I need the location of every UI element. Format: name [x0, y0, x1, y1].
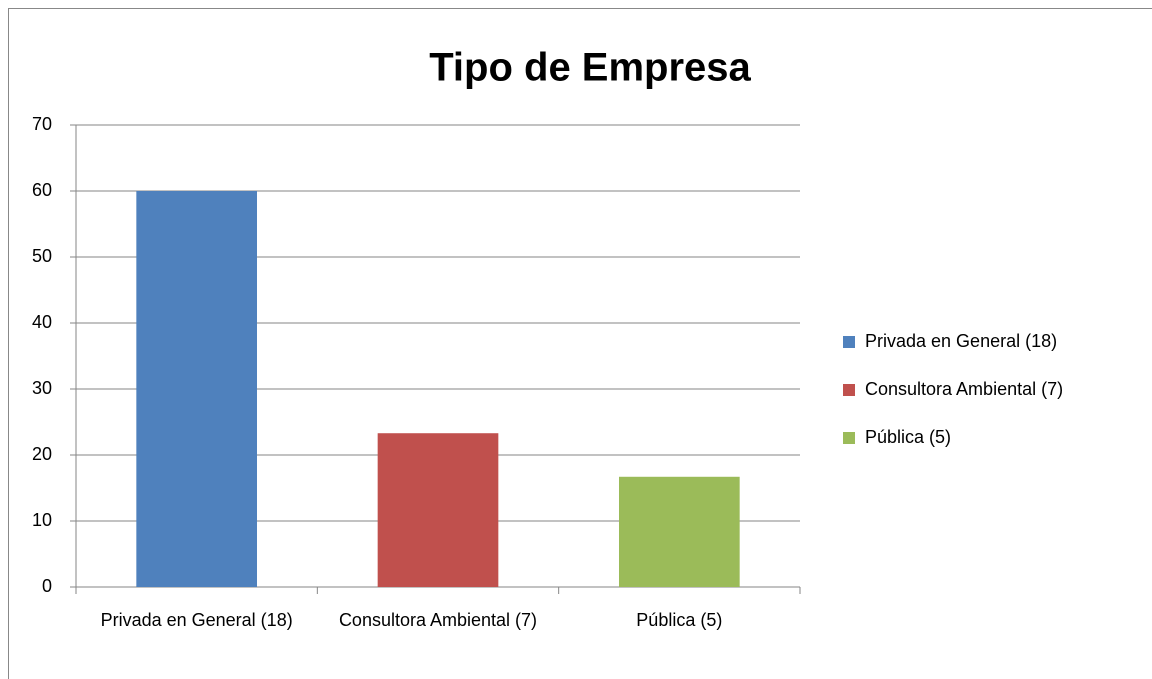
y-tick-label: 10: [32, 510, 52, 530]
x-tick-label: Consultora Ambiental (7): [338, 610, 538, 630]
chart-title: Tipo de Empresa: [429, 46, 751, 90]
bar: [377, 433, 499, 587]
legend-label: Consultora Ambiental (7): [865, 379, 1063, 399]
legend-swatch: [843, 336, 855, 348]
x-tick-label: Pública (5): [636, 610, 723, 630]
y-tick-label: 0: [42, 576, 52, 596]
legend-label: Pública (5): [865, 427, 951, 447]
y-tick-label: 60: [32, 180, 52, 200]
bar: [136, 191, 257, 587]
y-tick-label: 40: [32, 312, 52, 332]
bar: [619, 476, 740, 587]
y-tick-label: 30: [32, 378, 52, 398]
chart-border: [8, 8, 1152, 679]
legend-label: Privada en General (18): [865, 331, 1057, 351]
y-tick-label: 20: [32, 444, 52, 464]
y-tick-label: 50: [32, 246, 52, 266]
x-tick-label: Privada en General (18): [100, 610, 293, 630]
legend-swatch: [843, 432, 855, 444]
legend-swatch: [843, 384, 855, 396]
y-tick-label: 70: [32, 114, 52, 134]
